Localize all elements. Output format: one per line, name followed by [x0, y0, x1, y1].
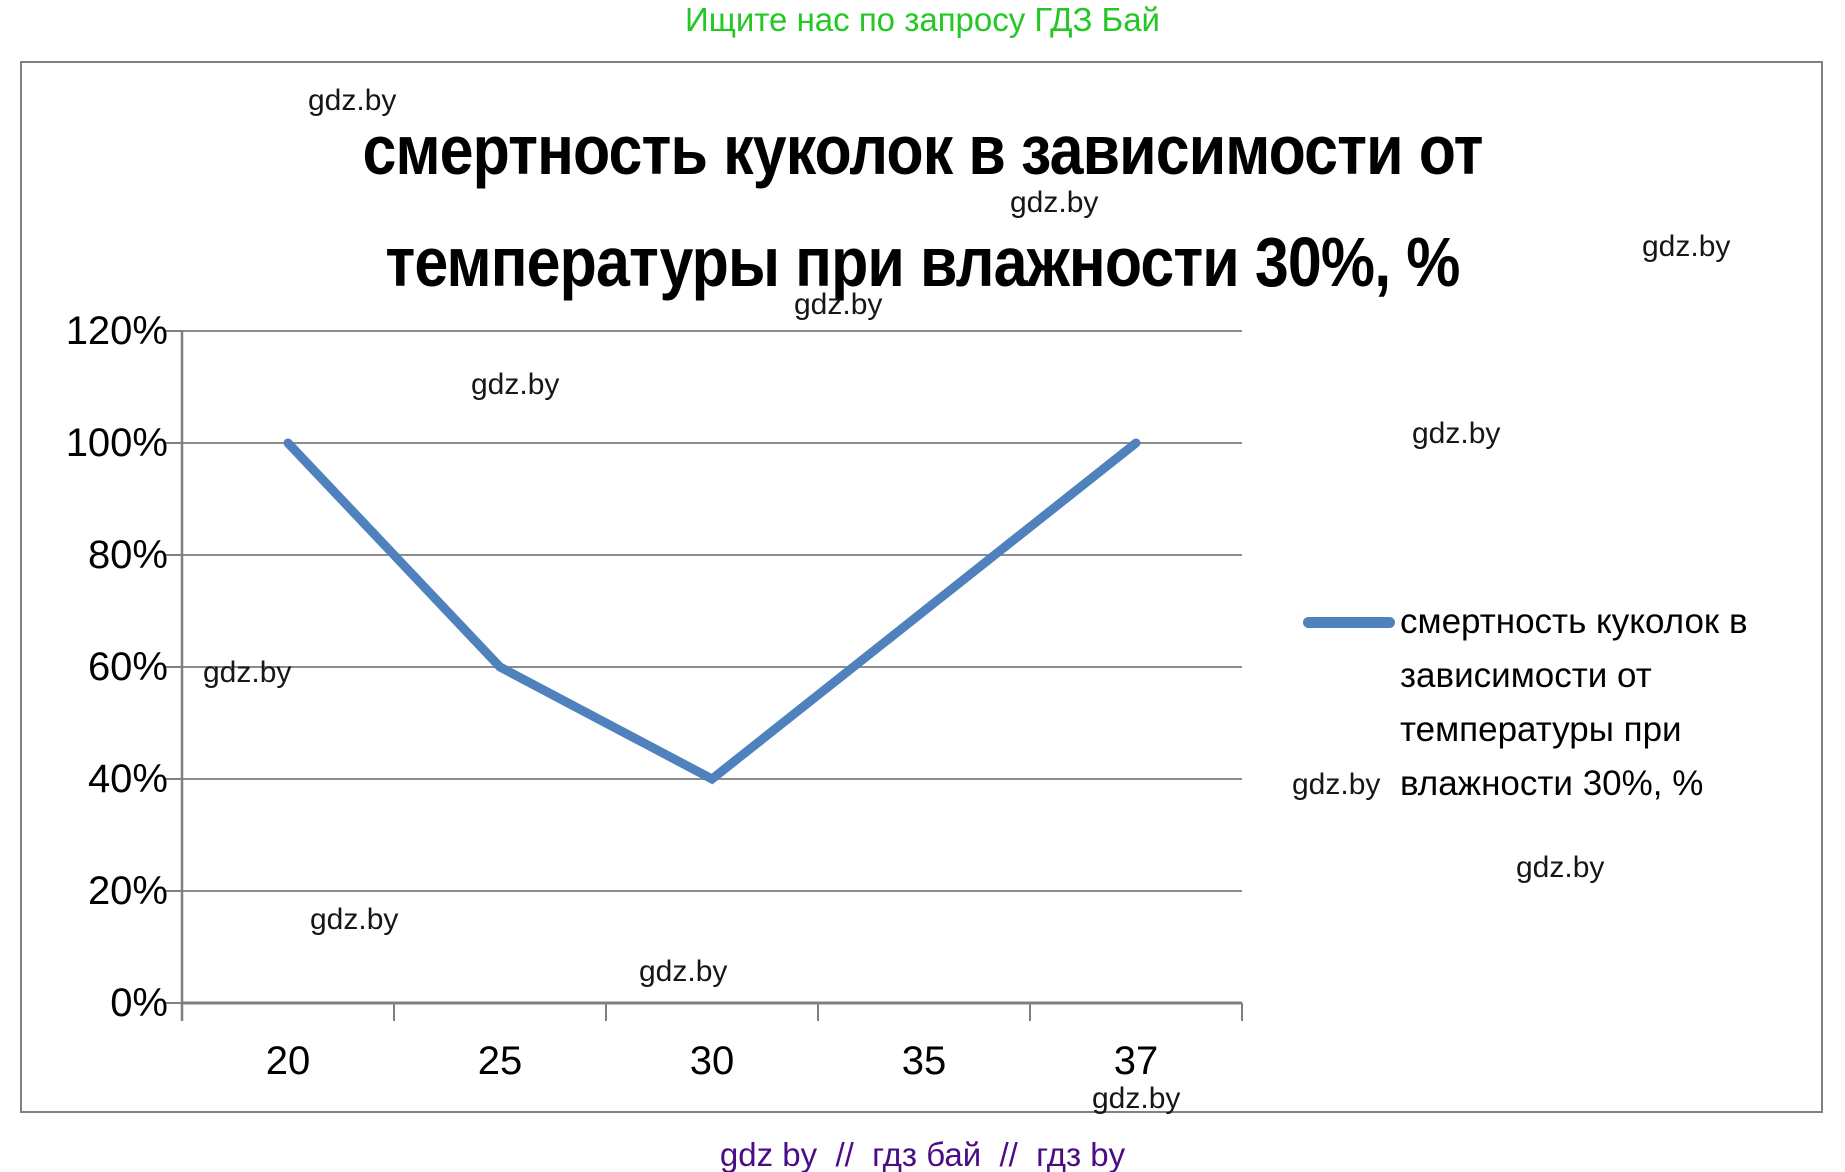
gdz-watermark: gdz.by [310, 903, 399, 936]
x-axis-label: 20 [265, 1039, 311, 1083]
legend-label-line2: зависимости от [1400, 656, 1652, 695]
gdz-watermark: gdz.by [203, 656, 292, 689]
promo-header-text: Ищите нас по запросу ГДЗ Бай [685, 1, 1160, 38]
gdz-watermark: gdz.by [1516, 851, 1605, 884]
y-axis-label: 40% [87, 757, 168, 801]
y-axis-label: 60% [87, 645, 168, 689]
y-axis-label: 100% [65, 421, 168, 465]
legend: смертность куколок в зависимости от темп… [1400, 595, 1820, 811]
y-axis-label: 0% [110, 981, 168, 1025]
y-axis-label: 120% [65, 309, 168, 353]
gdz-watermark: gdz.by [1010, 186, 1099, 219]
chart-title-line2: температуры при влажности 30%, % [385, 223, 1460, 301]
legend-label-line3: температуры при [1400, 710, 1682, 749]
legend-label-line4: влажности 30%, % [1400, 764, 1704, 803]
y-axis-label: 20% [87, 869, 168, 913]
legend-line-marker [1303, 617, 1395, 628]
y-axis-label: 80% [87, 533, 168, 577]
x-axis-label: 37 [1113, 1039, 1159, 1083]
gdz-watermark: gdz.by [471, 368, 560, 401]
gdz-watermark: gdz.by [1092, 1082, 1181, 1115]
x-axis-label: 30 [689, 1039, 735, 1083]
gdz-watermark: gdz.by [308, 84, 397, 117]
footer-search-terms: gdz by // гдз бай // гдз by [719, 1136, 1126, 1172]
x-axis-label: 35 [901, 1039, 947, 1083]
legend-label-line1: смертность куколок в [1400, 602, 1748, 641]
gdz-watermark: gdz.by [1642, 230, 1731, 263]
gdz-watermark: gdz.by [1292, 768, 1381, 801]
gdz-watermark: gdz.by [639, 955, 728, 988]
x-axis-label: 25 [477, 1039, 523, 1083]
gdz-watermark: gdz.by [794, 288, 883, 321]
chart-title: смертность куколок в зависимости от темп… [21, 94, 1824, 318]
chart-title-line1: смертность куколок в зависимости от [362, 111, 1483, 189]
gdz-watermark: gdz.by [1412, 417, 1501, 450]
